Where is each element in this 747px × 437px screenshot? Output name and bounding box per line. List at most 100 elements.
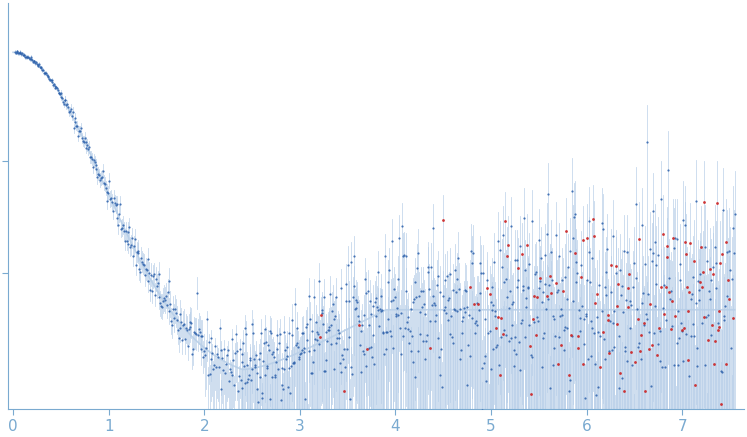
Point bbox=[660, 283, 672, 290]
Point bbox=[282, 352, 294, 359]
Point bbox=[147, 273, 159, 280]
Point bbox=[642, 346, 654, 353]
Point bbox=[157, 297, 169, 304]
Point bbox=[247, 321, 258, 328]
Point bbox=[251, 385, 263, 392]
Point bbox=[26, 56, 38, 63]
Point bbox=[49, 84, 61, 91]
Point bbox=[712, 319, 724, 326]
Point bbox=[270, 359, 282, 366]
Point bbox=[609, 427, 621, 434]
Point bbox=[134, 268, 146, 275]
Point bbox=[52, 86, 63, 93]
Point bbox=[213, 364, 225, 371]
Point bbox=[542, 295, 554, 302]
Point bbox=[196, 346, 208, 353]
Point bbox=[563, 388, 575, 395]
Point bbox=[405, 305, 417, 312]
Point bbox=[120, 227, 131, 234]
Point bbox=[254, 374, 266, 381]
Point bbox=[716, 369, 728, 376]
Point bbox=[234, 345, 246, 352]
Point bbox=[420, 310, 432, 317]
Point bbox=[441, 317, 453, 324]
Point bbox=[137, 260, 149, 267]
Point bbox=[635, 331, 647, 338]
Point bbox=[592, 384, 604, 391]
Point bbox=[264, 395, 276, 402]
Point bbox=[114, 201, 126, 208]
Point bbox=[200, 344, 212, 351]
Point bbox=[638, 319, 650, 326]
Point bbox=[284, 365, 296, 372]
Point bbox=[480, 377, 492, 384]
Point bbox=[63, 109, 75, 116]
Point bbox=[573, 306, 585, 313]
Point bbox=[153, 293, 165, 300]
Point bbox=[64, 108, 76, 114]
Point bbox=[188, 329, 200, 336]
Point bbox=[578, 340, 590, 347]
Point bbox=[569, 250, 581, 257]
Point bbox=[93, 172, 105, 179]
Point bbox=[301, 320, 313, 327]
Point bbox=[618, 247, 630, 254]
Point bbox=[707, 264, 719, 271]
Point bbox=[657, 305, 669, 312]
Point bbox=[598, 283, 610, 290]
Point bbox=[554, 334, 565, 341]
Point bbox=[306, 370, 318, 377]
Point bbox=[424, 344, 436, 351]
Point bbox=[524, 342, 536, 349]
Point bbox=[22, 54, 34, 61]
Point bbox=[642, 139, 654, 146]
Point bbox=[480, 352, 492, 359]
Point bbox=[655, 196, 667, 203]
Point bbox=[395, 309, 407, 316]
Point bbox=[142, 277, 154, 284]
Point bbox=[238, 362, 250, 369]
Point bbox=[588, 330, 600, 337]
Point bbox=[521, 241, 533, 248]
Point bbox=[577, 236, 589, 243]
Point bbox=[206, 350, 218, 357]
Point bbox=[108, 195, 120, 202]
Point bbox=[379, 345, 391, 352]
Point bbox=[46, 78, 58, 85]
Point bbox=[431, 281, 443, 288]
Point bbox=[516, 250, 528, 257]
Point bbox=[485, 299, 497, 306]
Point bbox=[483, 328, 495, 335]
Point bbox=[295, 349, 307, 356]
Point bbox=[252, 399, 264, 406]
Point bbox=[279, 347, 291, 354]
Point bbox=[376, 329, 388, 336]
Point bbox=[552, 286, 564, 293]
Point bbox=[302, 417, 314, 424]
Point bbox=[662, 242, 674, 249]
Point bbox=[394, 351, 406, 358]
Point bbox=[13, 50, 25, 57]
Point bbox=[541, 231, 553, 238]
Point bbox=[36, 64, 48, 71]
Point bbox=[107, 208, 119, 215]
Point bbox=[518, 287, 530, 294]
Point bbox=[14, 49, 26, 56]
Point bbox=[456, 318, 468, 325]
Point bbox=[459, 309, 471, 316]
Point bbox=[672, 361, 684, 368]
Point bbox=[78, 139, 90, 146]
Point bbox=[66, 108, 78, 115]
Point bbox=[654, 328, 666, 335]
Point bbox=[700, 313, 712, 320]
Point bbox=[517, 283, 529, 290]
Point bbox=[266, 374, 278, 381]
Point bbox=[74, 127, 86, 134]
Point bbox=[583, 248, 595, 255]
Point bbox=[678, 239, 690, 246]
Point bbox=[608, 307, 620, 314]
Point bbox=[578, 316, 590, 323]
Point bbox=[131, 250, 143, 257]
Point bbox=[43, 76, 55, 83]
Point bbox=[373, 306, 385, 313]
